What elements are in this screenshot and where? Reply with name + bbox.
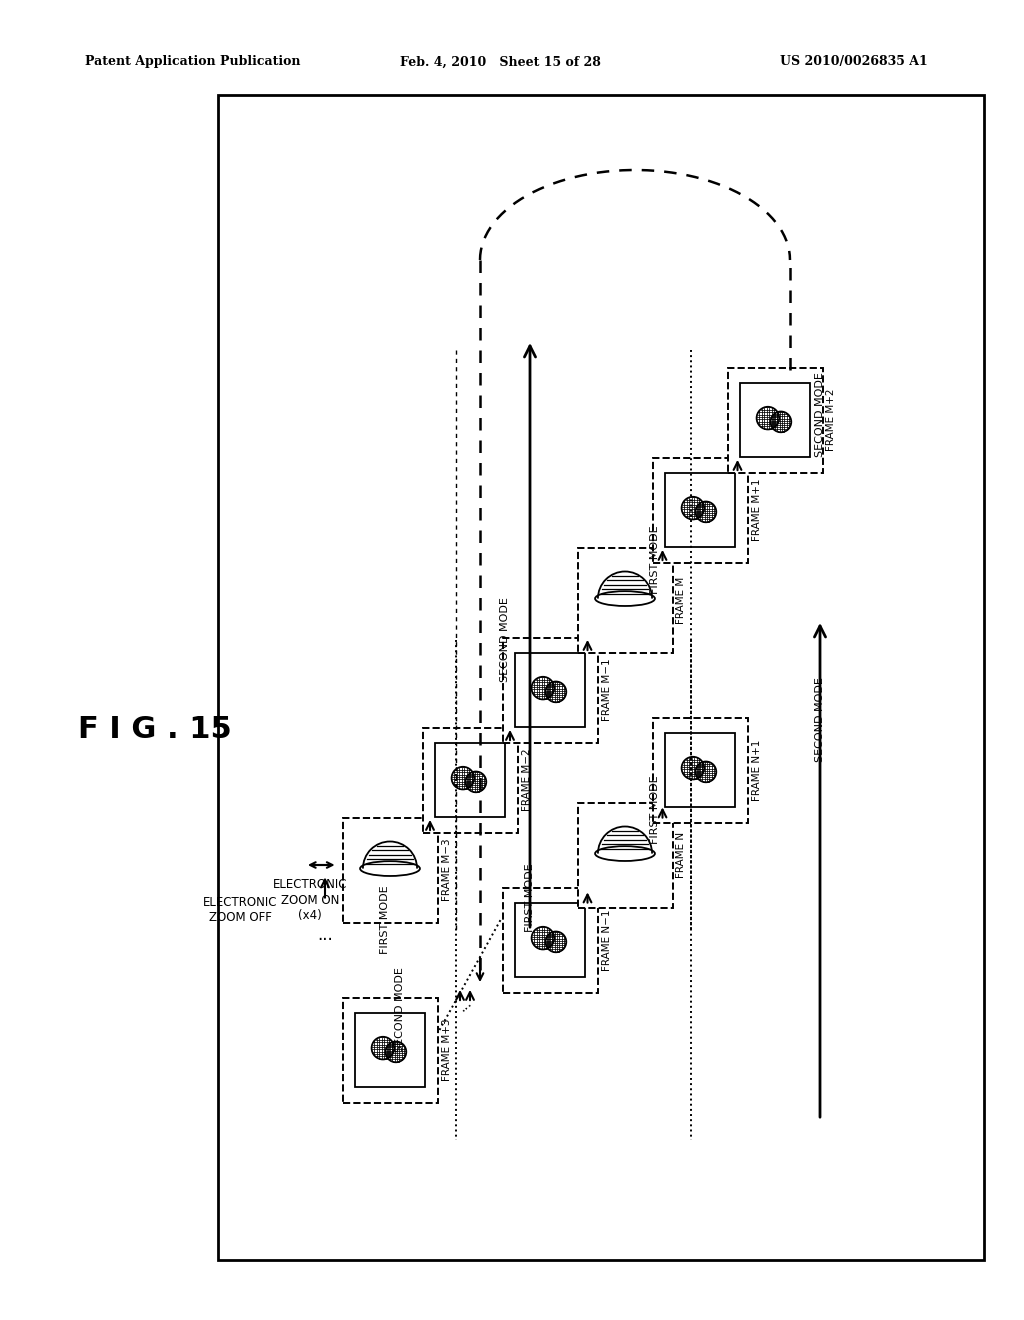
Text: FIRST MODE: FIRST MODE bbox=[525, 863, 535, 932]
Text: FRAME M−2: FRAME M−2 bbox=[521, 748, 531, 812]
Bar bbox=[423, 727, 517, 833]
Ellipse shape bbox=[360, 861, 420, 876]
Text: FRAME N+1: FRAME N+1 bbox=[752, 739, 762, 801]
Text: FRAME M+2: FRAME M+2 bbox=[826, 389, 837, 451]
Text: SECOND MODE: SECOND MODE bbox=[500, 598, 510, 682]
Text: Feb. 4, 2010   Sheet 15 of 28: Feb. 4, 2010 Sheet 15 of 28 bbox=[400, 55, 601, 69]
Bar bbox=[666, 733, 734, 807]
Text: FRAME M−1: FRAME M−1 bbox=[601, 659, 611, 721]
Ellipse shape bbox=[595, 591, 655, 606]
Text: FIRST MODE: FIRST MODE bbox=[650, 525, 660, 594]
Bar bbox=[218, 95, 984, 1261]
Bar bbox=[355, 1014, 425, 1086]
Bar bbox=[435, 743, 505, 817]
Bar bbox=[342, 817, 437, 923]
Text: SECOND MODE: SECOND MODE bbox=[815, 677, 825, 763]
Text: FRAME M−3: FRAME M−3 bbox=[441, 838, 452, 902]
Text: FRAME M+1: FRAME M+1 bbox=[752, 479, 762, 541]
Text: FRAME N−1: FRAME N−1 bbox=[601, 909, 611, 970]
Text: FIRST MODE: FIRST MODE bbox=[380, 886, 390, 954]
Bar bbox=[342, 998, 437, 1102]
Bar bbox=[666, 474, 734, 546]
Bar bbox=[515, 903, 585, 977]
Text: Patent Application Publication: Patent Application Publication bbox=[85, 55, 300, 69]
Text: ...: ... bbox=[456, 995, 474, 1015]
Bar bbox=[727, 367, 822, 473]
Bar bbox=[652, 458, 748, 562]
Text: SECOND MODE: SECOND MODE bbox=[815, 372, 825, 458]
Bar bbox=[578, 548, 673, 652]
Bar bbox=[740, 383, 810, 457]
Ellipse shape bbox=[595, 846, 655, 861]
Text: ELECTRONIC
ZOOM ON
(x4): ELECTRONIC ZOOM ON (x4) bbox=[272, 879, 347, 921]
Text: US 2010/0026835 A1: US 2010/0026835 A1 bbox=[780, 55, 928, 69]
Bar bbox=[515, 653, 585, 727]
Text: FRAME M: FRAME M bbox=[677, 577, 686, 623]
Text: FRAME N: FRAME N bbox=[677, 832, 686, 878]
Bar bbox=[578, 803, 673, 908]
Text: ELECTRONIC
ZOOM OFF: ELECTRONIC ZOOM OFF bbox=[203, 896, 278, 924]
Bar bbox=[652, 718, 748, 822]
Bar bbox=[503, 887, 597, 993]
Bar bbox=[503, 638, 597, 742]
Text: SECOND MODE: SECOND MODE bbox=[395, 968, 406, 1052]
Text: FIRST MODE: FIRST MODE bbox=[650, 776, 660, 845]
Text: F I G . 15: F I G . 15 bbox=[78, 715, 231, 744]
Text: ...: ... bbox=[317, 927, 333, 944]
Text: FRAME M+3: FRAME M+3 bbox=[441, 1019, 452, 1081]
